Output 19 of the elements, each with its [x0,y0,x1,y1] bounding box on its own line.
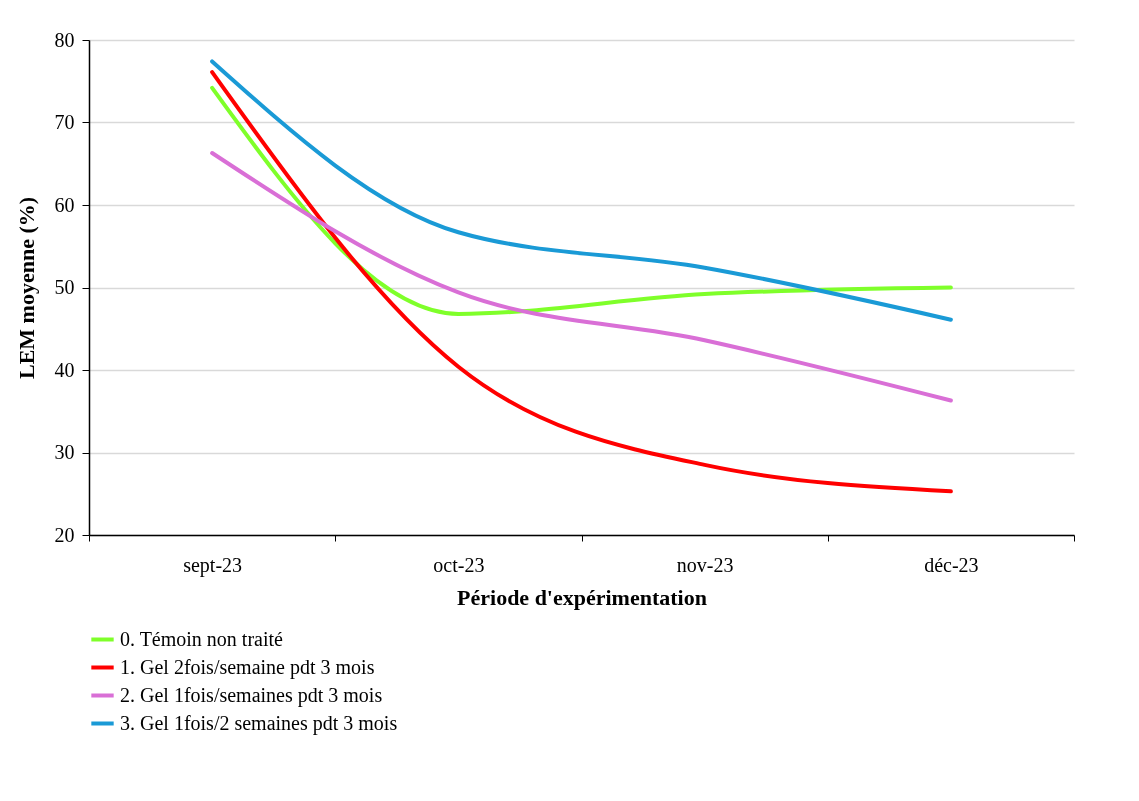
y-tick-label: 30 [54,441,75,463]
line-series [210,70,953,494]
y-tick-label: 70 [54,111,75,133]
legend-label: 3. Gel 1fois/2 semaines pdt 3 mois [120,711,398,735]
x-tick-label: déc-23 [924,553,979,576]
y-tick-label: 50 [54,276,75,298]
y-axis-title: LEM moyenne (%) [13,196,39,380]
x-tick-label: sept-23 [183,553,243,577]
y-tick-label: 60 [54,193,75,216]
x-tick-label: nov-23 [676,553,734,576]
legend-label: 1. Gel 2fois/semaine pdt 3 mois [120,655,375,679]
x-axis-title: Période d'expérimentation [457,584,707,610]
y-tick-label: 20 [54,523,75,546]
legend-label: 2. Gel 1fois/semaines pdt 3 mois [120,683,383,707]
line-series [210,151,953,403]
y-tick-label: 80 [54,28,75,51]
y-tick-label: 40 [54,358,75,381]
x-tick-label: oct-23 [433,553,485,576]
legend-label: 0. Témoin non traité [120,627,284,650]
